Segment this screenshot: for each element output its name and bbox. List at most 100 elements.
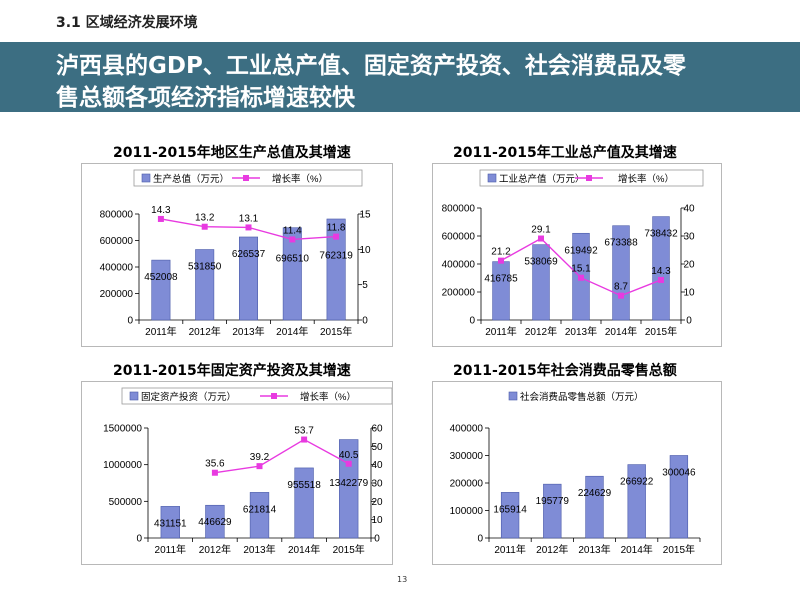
x-tick-label: 2015年 — [645, 325, 677, 338]
y-tick-label: 0 — [469, 316, 475, 327]
legend-box — [121, 387, 392, 405]
y-tick-label: 300000 — [450, 451, 484, 462]
legend-bar-swatch — [129, 391, 139, 401]
y-tick-label: 200000 — [100, 289, 134, 300]
y-tick-label: 600000 — [100, 236, 134, 247]
y2-tick-label: 0 — [374, 534, 380, 545]
line-point — [333, 233, 340, 240]
x-tick-label: 2014年 — [288, 543, 320, 556]
x-tick-label: 2011年 — [494, 543, 526, 556]
y2-tick-label: 40 — [371, 460, 383, 471]
x-tick-label: 2013年 — [578, 543, 610, 556]
legend-bar-swatch — [487, 173, 497, 183]
bar-data-label: 165914 — [493, 504, 527, 515]
legend-bar-swatch — [141, 173, 151, 183]
bar — [282, 227, 302, 321]
line-series — [214, 438, 350, 474]
y-tick-label: 200000 — [442, 288, 476, 299]
bar-data-label: 696510 — [276, 253, 310, 264]
chart-investment: 固定资产投资（万元） 增长率（%） 0 500000 1000000 1500000 201… — [81, 381, 393, 565]
line-point — [211, 469, 218, 476]
bar-data-label: 738432 — [644, 229, 678, 240]
bar — [294, 467, 314, 539]
chart-svg: 工业总产值（万元） 增长率（%） 0 200000 400000 600000 800000… — [442, 169, 704, 338]
legend-label: 固定资产投资（万元） — [141, 391, 236, 403]
chart-title-retail: 2011-2015年社会消费品零售总额 — [453, 363, 677, 379]
chart-retail: 社会消费品零售总额（万元） 0 100000 200000 300000 400000 20… — [432, 381, 722, 565]
x-tick-label: 2014年 — [621, 543, 653, 556]
y-tick-label: 0 — [477, 534, 483, 545]
y2-tick-label: 0 — [362, 316, 368, 327]
chart-title-investment: 2011-2015年固定资产投资及其增速 — [113, 363, 351, 379]
y2-tick-label: 10 — [359, 245, 371, 256]
x-tick-label: 2011年 — [485, 325, 517, 338]
y2-tick-label: 0 — [686, 316, 692, 327]
title-banner: 泸西县的GDP、工业总产值、固定资产投资、社会消费品及零 售总额各项经济指标增速… — [0, 42, 800, 112]
x-tick-label: 2012年 — [199, 543, 231, 556]
chart-title-industry: 2011-2015年工业总产值及其增速 — [453, 145, 677, 161]
line-data-label: 13.1 — [239, 213, 259, 224]
bar-data-label: 300046 — [662, 467, 696, 478]
legend-line-marker — [586, 175, 592, 181]
x-tick-label: 2011年 — [145, 325, 177, 338]
line-data-label: 35.6 — [205, 459, 225, 470]
bar-data-label: 626537 — [232, 249, 266, 260]
line-point — [256, 463, 263, 470]
legend-label: 增长率（%） — [272, 173, 328, 185]
bar — [543, 483, 562, 539]
bar — [339, 439, 359, 539]
y2-tick-label: 40 — [683, 204, 695, 215]
line-data-label: 40.5 — [339, 450, 359, 461]
line-point — [157, 215, 164, 222]
legend-label: 增长率（%） — [618, 173, 674, 185]
legend-label: 生产总值（万元） — [153, 173, 229, 185]
line-data-label: 29.1 — [531, 225, 551, 236]
legend-label: 社会消费品零售总额（万元） — [520, 391, 644, 403]
y-tick-label: 400000 — [100, 263, 134, 274]
legend-line-marker — [271, 393, 277, 399]
y-tick-label: 1000000 — [103, 460, 142, 471]
y-tick-label: 500000 — [109, 497, 143, 508]
line-data-label: 8.7 — [614, 282, 628, 293]
line-point — [618, 292, 624, 299]
bar — [205, 504, 225, 539]
y-tick-label: 800000 — [100, 210, 134, 221]
y-tick-label: 100000 — [450, 506, 484, 517]
y2-tick-label: 15 — [359, 210, 371, 221]
bar-data-label: 1342279 — [329, 478, 368, 489]
y-tick-label: 400000 — [450, 424, 484, 435]
y-tick-label: 800000 — [442, 204, 476, 215]
bar-data-label: 266922 — [620, 477, 654, 488]
x-tick-label: 2015年 — [333, 543, 365, 556]
y-tick-label: 200000 — [450, 479, 484, 490]
line-point — [538, 235, 544, 242]
banner-title-line2: 售总额各项经济指标增速较快 — [56, 85, 355, 111]
chart-title-gdp: 2011-2015年地区生产总值及其增速 — [113, 145, 351, 161]
y-tick-label: 600000 — [442, 232, 476, 243]
x-tick-label: 2012年 — [189, 325, 221, 338]
legend-label: 增长率（%） — [300, 391, 356, 403]
bar — [500, 492, 520, 539]
bar-data-label: 446629 — [198, 517, 232, 528]
y-tick-label: 400000 — [442, 260, 476, 271]
bar — [492, 261, 510, 321]
line-data-label: 53.7 — [294, 426, 314, 437]
bar-data-label: 452008 — [144, 272, 178, 283]
x-tick-label: 2013年 — [232, 325, 264, 338]
y2-tick-label: 30 — [683, 232, 695, 243]
page-number: 13 — [397, 575, 408, 584]
line-data-label: 14.3 — [151, 205, 171, 216]
legend-line-marker — [243, 175, 249, 181]
y2-tick-label: 60 — [371, 424, 383, 435]
y2-tick-label: 5 — [362, 280, 368, 291]
line-data-label: 21.2 — [491, 247, 511, 258]
line-point — [658, 276, 664, 283]
bar — [326, 218, 346, 321]
bar — [249, 492, 270, 539]
bar-data-label: 762319 — [319, 251, 353, 262]
bar-data-label: 416785 — [484, 274, 518, 285]
y2-tick-label: 30 — [371, 479, 383, 490]
y-tick-label: 1500000 — [103, 424, 142, 435]
bar-data-label: 224629 — [578, 488, 612, 499]
line-data-label: 11.8 — [327, 223, 346, 234]
